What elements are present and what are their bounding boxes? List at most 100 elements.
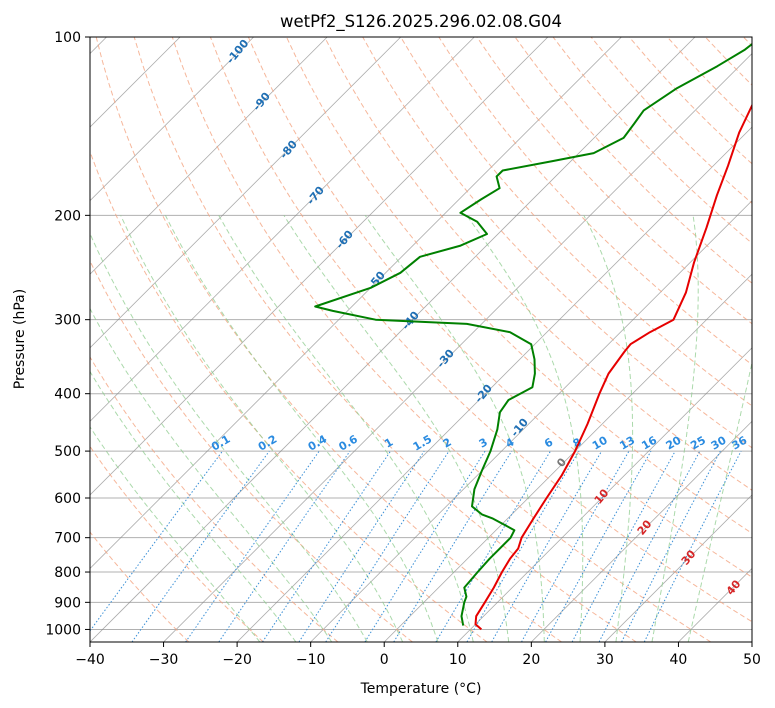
dry-adiabat <box>90 150 488 642</box>
mixing-ratio-line <box>621 450 721 642</box>
temperature-line <box>474 102 752 631</box>
isotherm-line <box>163 52 752 642</box>
mixing-ratio-line <box>218 450 351 642</box>
y-tick-label: 500 <box>54 444 81 460</box>
isotherm-line <box>751 641 752 642</box>
x-tick-label: 30 <box>596 652 614 668</box>
dry-adiabat-label: 40 <box>724 577 744 597</box>
y-tick-label: 1000 <box>45 622 81 638</box>
dry-adiabat <box>704 37 752 86</box>
dry-adiabat <box>400 37 752 407</box>
y-tick-label: 800 <box>54 565 81 581</box>
moist-adiabat <box>583 215 634 642</box>
mixing-ratio-label: 30 <box>709 433 729 452</box>
mixing-ratio-label: 16 <box>639 433 659 452</box>
dry-adiabat-label: -100 <box>224 37 252 67</box>
dry-adiabat-label: -90 <box>250 90 273 114</box>
isotherm-line <box>604 494 752 642</box>
dry-adiabat-label: 10 <box>592 486 612 506</box>
moist-adiabat <box>283 215 510 642</box>
x-tick-label: −40 <box>75 652 105 668</box>
isotherm-line <box>90 37 622 570</box>
x-tick-label: −20 <box>222 652 252 668</box>
isotherm-line <box>90 37 254 202</box>
isotherm-line <box>90 37 475 422</box>
dry-adiabat <box>743 37 752 47</box>
mixing-ratio-label: 20 <box>664 433 684 452</box>
isotherm-line <box>457 347 752 642</box>
mixing-ratio-label: 3 <box>477 436 490 451</box>
dry-adiabat <box>90 259 413 642</box>
mixing-ratio-line <box>435 450 551 642</box>
x-tick-label: 20 <box>522 652 540 668</box>
mixing-ratio-line <box>545 450 652 642</box>
mixing-ratio-line <box>364 450 486 642</box>
x-tick-label: −30 <box>149 652 179 668</box>
y-tick-label: 900 <box>54 595 81 611</box>
x-tick-label: 10 <box>449 652 467 668</box>
y-tick-label: 200 <box>54 208 81 224</box>
dry-adiabat <box>95 37 562 642</box>
isotherm-line <box>383 273 752 642</box>
mixing-ratio-line <box>598 450 701 642</box>
dry-adiabat <box>90 531 190 642</box>
dry-adiabat <box>171 37 712 642</box>
isotherm-line <box>90 37 696 642</box>
moist-adiabat <box>90 232 368 642</box>
mixing-ratio-line <box>90 450 223 632</box>
x-tick-label: 40 <box>670 652 688 668</box>
x-axis-label: Temperature (°C) <box>360 681 482 697</box>
isotherm-line <box>531 420 752 642</box>
isotherm-line <box>90 37 328 275</box>
moist-adiabat <box>90 307 333 642</box>
mixing-ratio-line <box>393 450 513 642</box>
plot-frame <box>89 36 753 643</box>
y-tick-label: 400 <box>54 387 81 403</box>
isotherm-line <box>90 37 549 496</box>
moist-adiabat <box>687 360 752 642</box>
dry-adiabat-label: -30 <box>434 347 457 371</box>
dry-adiabat <box>209 37 752 623</box>
dry-adiabat <box>133 37 637 642</box>
y-tick-label: 700 <box>54 531 81 547</box>
mixing-ratio-label: 0.6 <box>337 432 361 453</box>
mixing-ratio-label: 13 <box>617 434 637 453</box>
x-tick-label: 50 <box>743 652 761 668</box>
dry-adiabat <box>514 37 752 284</box>
y-axis-label: Pressure (hPa) <box>12 289 28 389</box>
mixing-ratio-line <box>131 450 270 642</box>
mixing-ratio-label: 25 <box>688 434 708 453</box>
dry-adiabat-label: -10 <box>508 416 531 440</box>
mixing-ratio-line <box>571 450 676 642</box>
mixing-ratio-label: 10 <box>590 433 610 452</box>
chart-title: wetPf2_S126.2025.296.02.08.G04 <box>280 12 562 32</box>
mixing-ratio-line <box>325 450 450 642</box>
dry-adiabat <box>90 356 339 642</box>
isotherm-line <box>90 37 402 349</box>
dry-adiabat <box>90 445 264 642</box>
moist-adiabat <box>218 215 474 642</box>
y-tick-label: 100 <box>54 30 81 46</box>
mixing-ratio-line <box>521 450 630 642</box>
dry-adiabat-label: 20 <box>635 517 655 537</box>
mixing-ratio-label: 36 <box>729 433 749 452</box>
dry-adiabat <box>324 37 752 491</box>
mixing-ratio-label: 1.5 <box>411 433 434 454</box>
mixing-ratio-line <box>262 450 391 642</box>
moist-adiabat <box>90 370 297 642</box>
mixing-ratio-line <box>298 450 425 642</box>
moist-adiabat <box>120 215 404 642</box>
mixing-ratio-label: 6 <box>542 435 555 450</box>
dry-adiabat <box>438 37 752 366</box>
dry-adiabat <box>590 37 752 204</box>
mixing-ratio-label: 1 <box>382 436 395 451</box>
moist-adiabat <box>364 215 545 642</box>
dry-adiabat <box>628 37 752 165</box>
mixing-ratio-label: 0.4 <box>306 432 330 453</box>
x-tick-label: −10 <box>296 652 326 668</box>
isotherm-line <box>678 567 752 642</box>
mixing-ratio-label: 0.2 <box>256 433 279 454</box>
moist-adiabat <box>164 215 439 642</box>
mixing-ratio-line <box>185 450 320 642</box>
